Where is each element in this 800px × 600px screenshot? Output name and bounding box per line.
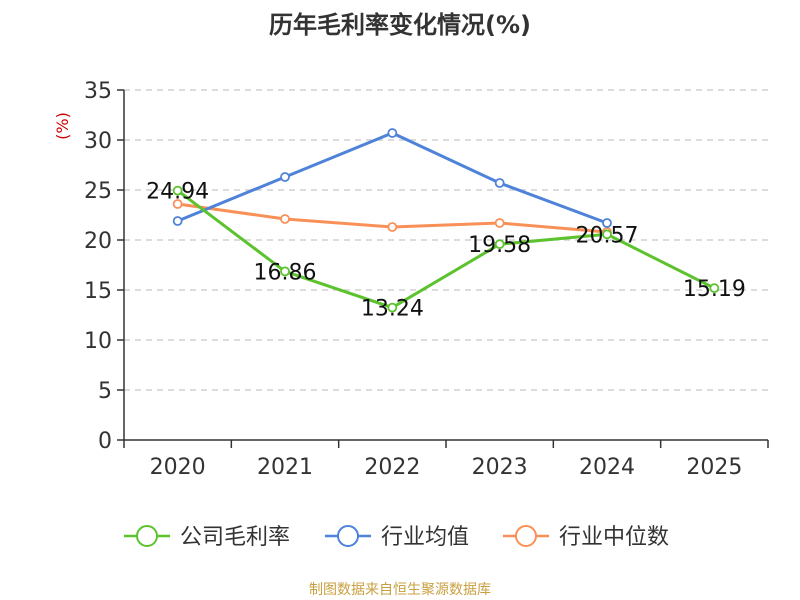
y-tick-label-35: 35 bbox=[84, 79, 112, 104]
legend-label-0: 公司毛利率 bbox=[180, 525, 290, 550]
x-tick-label-2023: 2023 bbox=[472, 455, 528, 480]
legend: 公司毛利率 行业均值 行业中位数 bbox=[124, 525, 669, 550]
data-label-2022: 13.24 bbox=[361, 297, 424, 322]
chart-title: 历年毛利率变化情况(%) bbox=[269, 11, 531, 39]
series-0-point-2025 bbox=[709, 283, 720, 294]
legend-marker-2 bbox=[515, 525, 537, 547]
data-label-2023: 19.58 bbox=[468, 233, 531, 258]
series-1-point-2021 bbox=[280, 172, 290, 182]
series-0-line bbox=[176, 189, 716, 310]
legend-marker-1 bbox=[337, 525, 359, 547]
y-axis-label: (%) bbox=[53, 112, 72, 140]
legend-label-1: 行业均值 bbox=[381, 525, 469, 550]
series-0-point-2021 bbox=[280, 266, 290, 277]
grid-layer bbox=[124, 89, 768, 391]
legend-label-2: 行业中位数 bbox=[559, 525, 669, 550]
data-label-2025: 15.19 bbox=[683, 277, 746, 302]
x-tick-label-2020: 2020 bbox=[150, 455, 206, 480]
y-tick-label-10: 10 bbox=[84, 329, 112, 354]
data-label-2021: 16.86 bbox=[254, 260, 317, 285]
y-tick-label-20: 20 bbox=[84, 229, 112, 254]
y-tick-label-15: 15 bbox=[84, 279, 112, 304]
source-note: 制图数据来自恒生聚源数据库 bbox=[309, 582, 491, 598]
series-layer bbox=[172, 128, 720, 313]
series-2-point-2021 bbox=[280, 214, 290, 224]
series-0-point-2022 bbox=[387, 302, 398, 313]
series-0-point-2023 bbox=[494, 239, 505, 250]
x-tick-label-2025: 2025 bbox=[686, 455, 742, 480]
series-1-point-2020 bbox=[172, 216, 183, 226]
y-tick-label-30: 30 bbox=[84, 129, 112, 154]
series-2-point-2023 bbox=[494, 218, 505, 228]
series-2-point-2022 bbox=[387, 222, 398, 232]
series-2-point-2020 bbox=[172, 199, 183, 209]
series-1-point-2022 bbox=[387, 128, 398, 138]
series-0-point-2024 bbox=[602, 229, 612, 240]
series-1-point-2024 bbox=[602, 218, 612, 228]
data-label-layer: 24.94 16.86 13.24 19.58 20.57 15.19 bbox=[146, 180, 746, 322]
x-tick-label-2021: 2021 bbox=[257, 455, 313, 480]
series-1-point-2023 bbox=[494, 178, 505, 188]
series-0-point-2020 bbox=[172, 185, 183, 196]
series-1-line bbox=[176, 131, 609, 225]
x-tick-label-2024: 2024 bbox=[579, 455, 635, 480]
data-label-2020: 24.94 bbox=[146, 180, 209, 205]
x-tick-label-2022: 2022 bbox=[364, 455, 420, 480]
y-tick-label-0: 0 bbox=[98, 429, 112, 454]
data-label-2024: 20.57 bbox=[576, 223, 639, 248]
legend-marker-0 bbox=[136, 525, 158, 547]
y-tick-label-25: 25 bbox=[84, 179, 112, 204]
y-tick-label-5: 5 bbox=[98, 379, 112, 404]
